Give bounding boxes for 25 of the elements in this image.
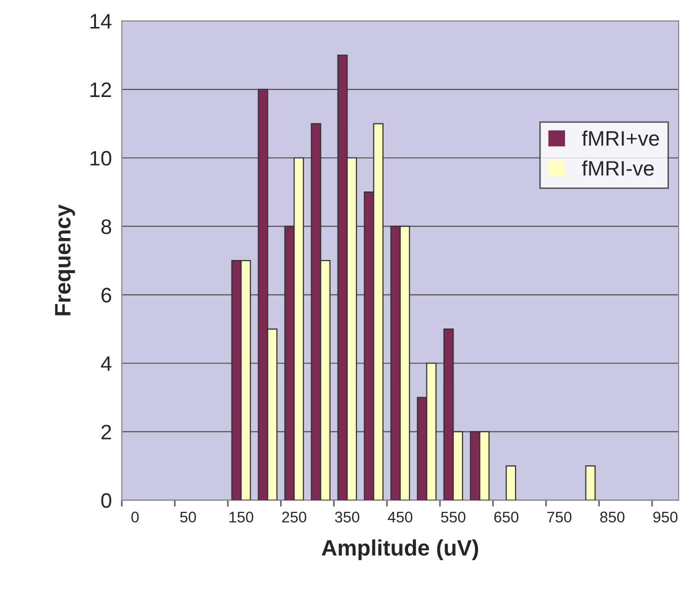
bar <box>585 465 596 500</box>
y-tick-label: 6 <box>102 288 112 303</box>
x-tick-label: 750 <box>547 512 572 522</box>
x-tick-label: 0 <box>131 512 139 522</box>
x-tick-label: 850 <box>600 512 624 522</box>
y-tick-label: 8 <box>101 219 112 234</box>
x-tick-label: 50 <box>180 512 196 522</box>
y-axis-title: Frequency <box>55 204 76 316</box>
x-tick-label: 250 <box>282 512 306 522</box>
x-tick-label: 150 <box>230 512 254 522</box>
y-tick-label: 2 <box>102 424 112 440</box>
y-tick-label: 14 <box>90 14 112 29</box>
y-tick-label: 10 <box>90 150 112 166</box>
x-tick-label: 350 <box>335 512 360 522</box>
x-tick-label: 550 <box>441 512 466 522</box>
y-tick-label: 12 <box>90 82 112 97</box>
x-tick-label: 450 <box>388 512 412 522</box>
y-tick-label: 0 <box>101 493 112 508</box>
legend-label: fMRI+ve <box>582 130 659 146</box>
x-tick-label: 650 <box>494 512 518 522</box>
x-axis-title: Amplitude (uV) <box>322 539 478 560</box>
x-tick-label: 950 <box>653 512 678 522</box>
bar <box>506 465 516 500</box>
legend-label: fMRI-ve <box>582 160 654 176</box>
y-tick-label: 4 <box>100 356 112 371</box>
